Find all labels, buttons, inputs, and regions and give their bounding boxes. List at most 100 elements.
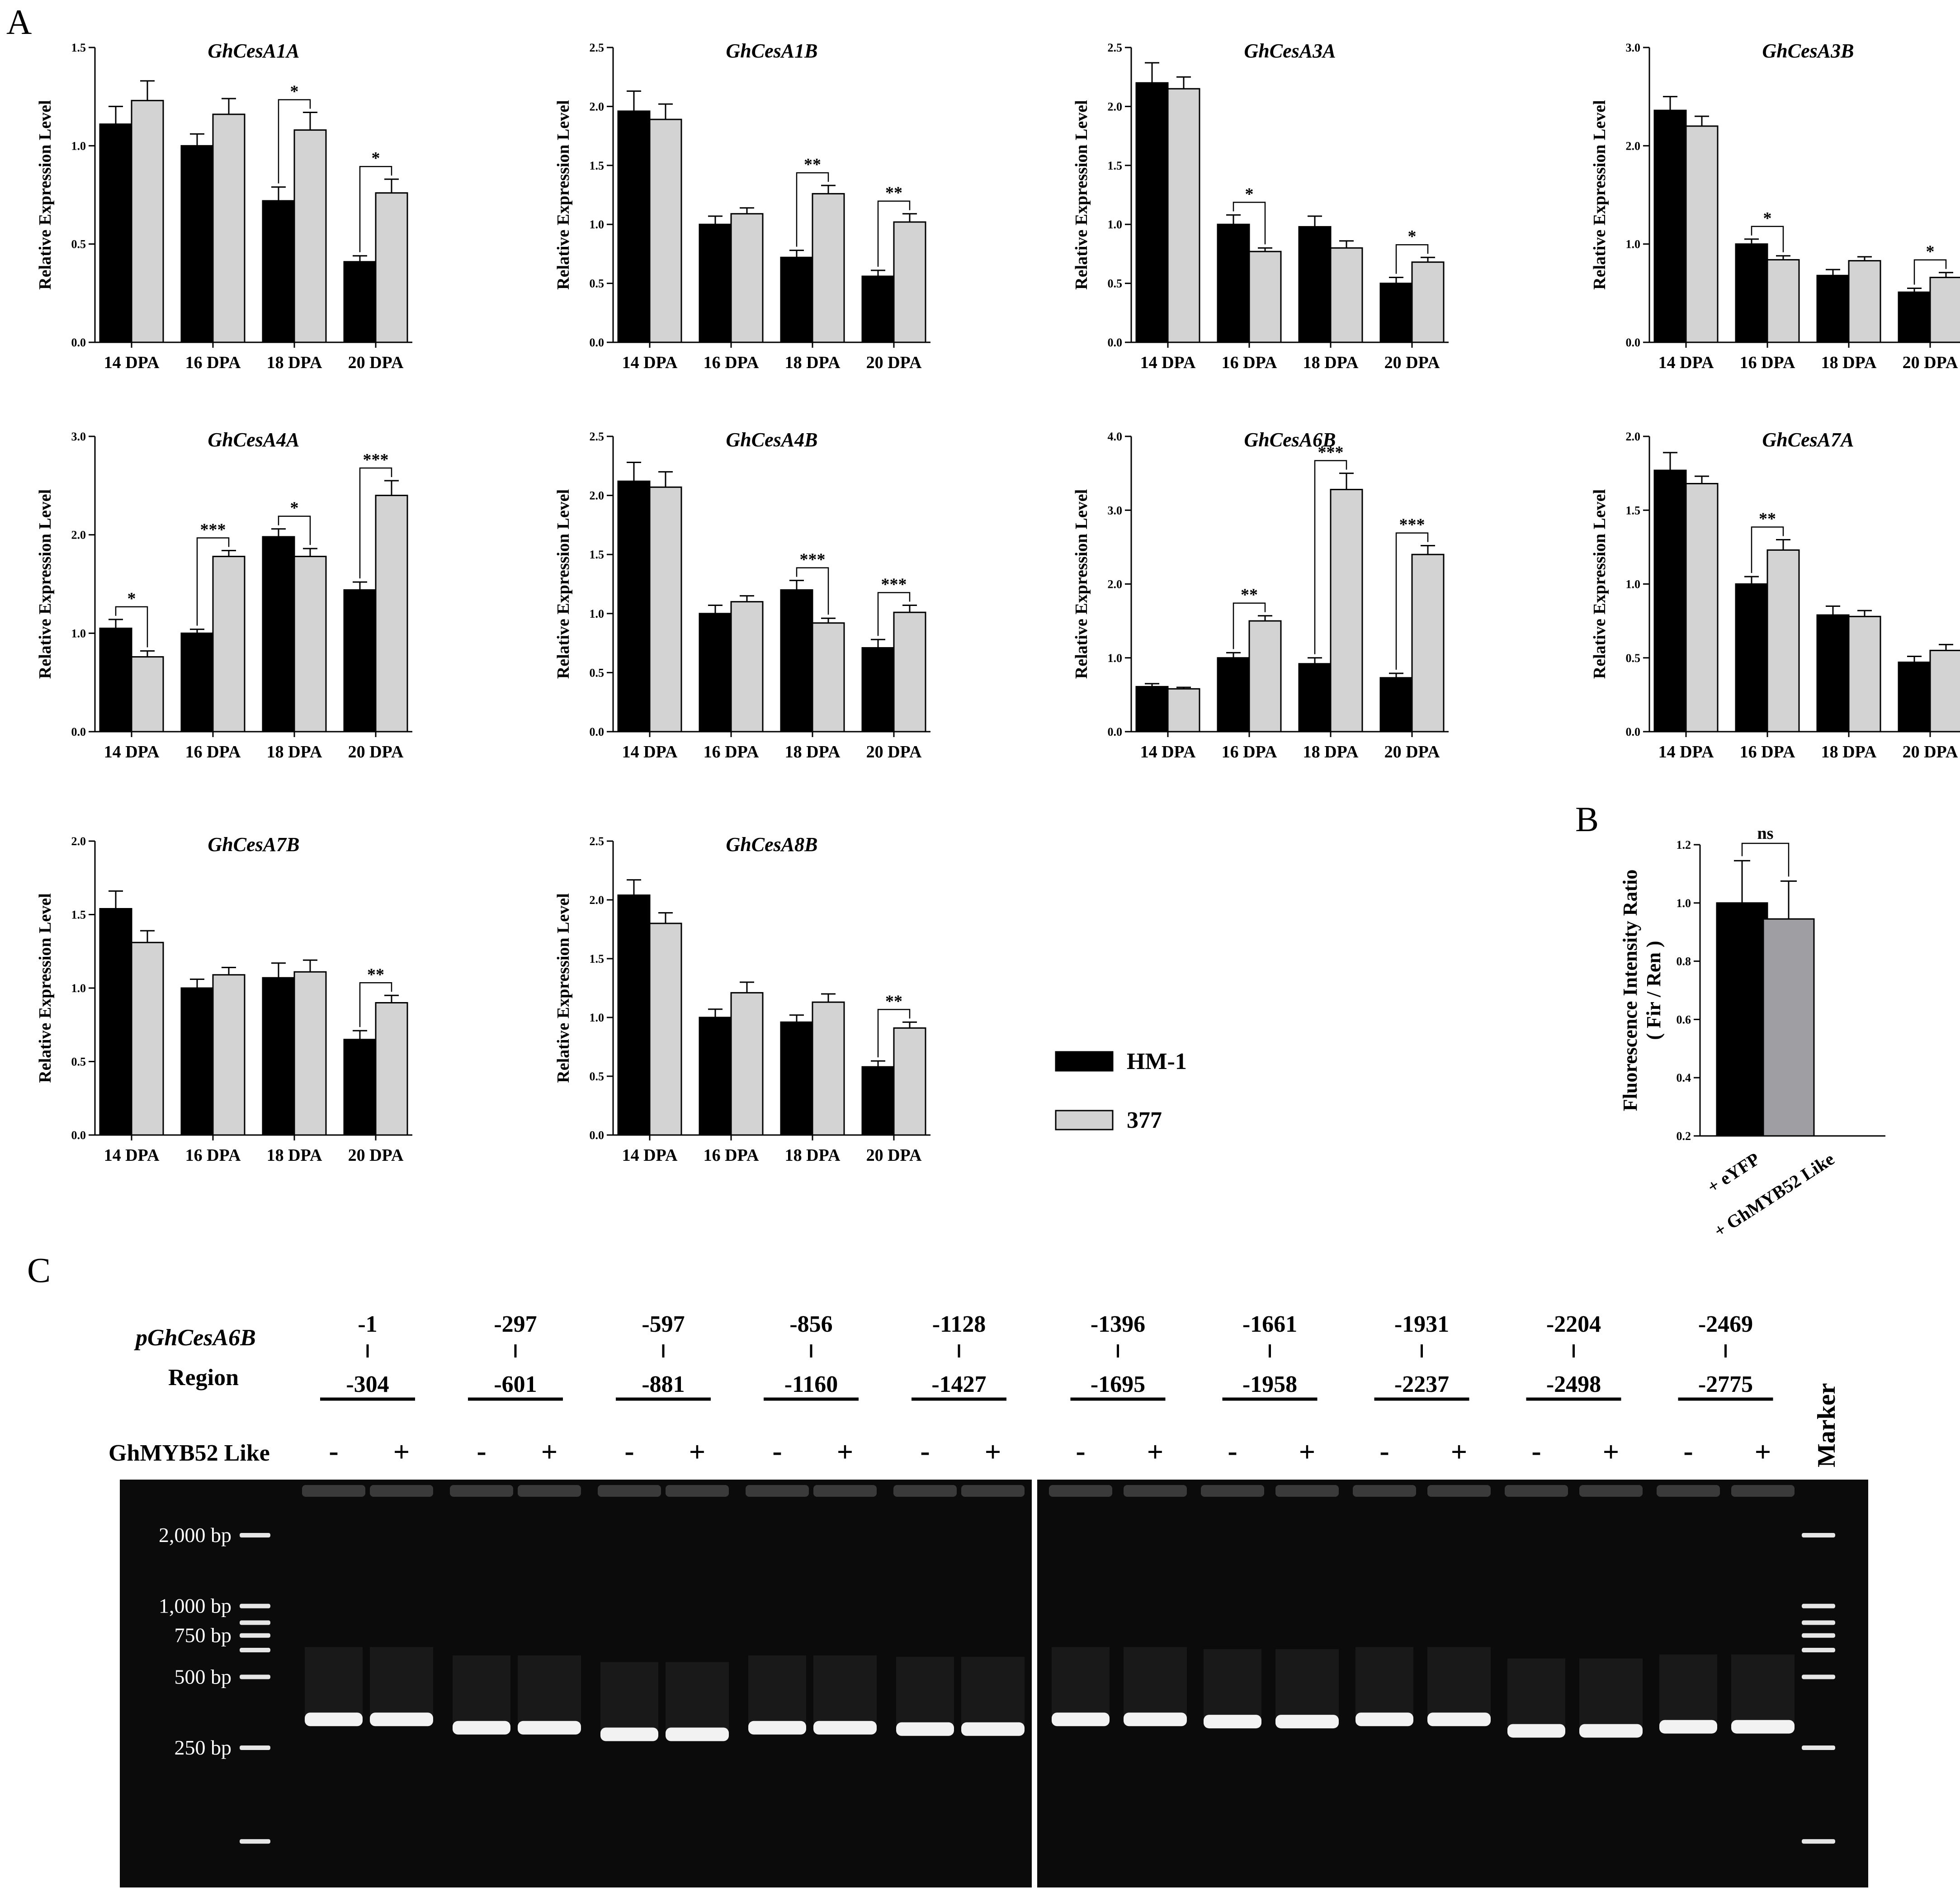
y-axis-label: Relative Expression Level: [1072, 489, 1091, 679]
gel-well: [1579, 1485, 1643, 1497]
y-axis-label: Relative Expression Level: [36, 489, 55, 679]
bar-hm1: [343, 589, 377, 733]
y-tick-label: 1.0: [590, 607, 605, 620]
region-end-label: -2775: [1698, 1372, 1753, 1397]
bar-377: [1248, 251, 1282, 343]
y-tick-label: 0.2: [1677, 1130, 1691, 1143]
bar-377: [1167, 688, 1200, 733]
ladder-band-right: [1802, 1603, 1835, 1608]
ladder-band-right: [1802, 1839, 1835, 1844]
region-end-label: -2237: [1394, 1372, 1449, 1397]
chart-ghcesa4a: GhCesA4A Relative Expression Level 0.0 1.0 2…: [36, 429, 412, 762]
bar-hm1: [1898, 662, 1931, 733]
y-tick-label: 2.0: [1626, 139, 1641, 152]
significance-label: *: [290, 82, 299, 101]
y-axis-label: Relative Expression Level: [36, 100, 55, 289]
bar-hm1: [699, 223, 732, 343]
ladder-label: 2,000 bp: [159, 1523, 231, 1547]
y-tick-label: 1.0: [1108, 652, 1123, 665]
gel-promoter-label: pGhCesA6B: [134, 1325, 256, 1351]
bar-377: [893, 611, 926, 733]
gel-factor-label: GhMYB52 Like: [109, 1440, 270, 1466]
y-tick-label: 1.5: [590, 159, 605, 172]
x-tick-label: 20 DPA: [866, 353, 922, 372]
x-tick-label: 16 DPA: [704, 353, 759, 372]
x-tick-label: 16 DPA: [185, 353, 241, 372]
x-tick-label: 20 DPA: [866, 743, 922, 762]
gel-band: [1507, 1724, 1565, 1738]
bar-hm1: [861, 275, 895, 343]
ladder-band-left: [240, 1745, 270, 1750]
plus-sign: +: [1755, 1436, 1771, 1468]
x-tick-label: 16 DPA: [1222, 353, 1277, 372]
band-smear: [518, 1655, 581, 1723]
bar-hm1: [861, 1066, 895, 1136]
y-tick-label: 2.0: [590, 894, 605, 907]
bar-377: [812, 622, 845, 733]
gel-well: [746, 1485, 809, 1497]
gel-band: [1275, 1715, 1339, 1729]
band-smear: [370, 1647, 433, 1715]
x-tick-label: 14 DPA: [104, 743, 160, 762]
gel-band: [600, 1727, 658, 1741]
significance-bracket: [1395, 244, 1429, 274]
significance-label: *: [1408, 227, 1417, 246]
region-start-label: -1931: [1394, 1311, 1449, 1337]
x-tick-label: + eYFP: [1704, 1149, 1763, 1197]
fluorescence-chart: 0.2 0.4 0.6 0.8 1.0 1.2 Fluorescence Intensity…: [1619, 824, 1885, 1241]
significance-label: ***: [1399, 516, 1425, 534]
chart-title: GhCesA6B: [1244, 429, 1336, 451]
region-end-label: -1695: [1091, 1372, 1145, 1397]
gel-band: [1355, 1712, 1413, 1726]
gel-well: [961, 1485, 1025, 1497]
y-tick-label: 0.5: [71, 238, 86, 251]
significance-bracket: [278, 516, 311, 545]
bar-377: [293, 971, 327, 1136]
gel-well: [1505, 1485, 1568, 1497]
band-smear: [1659, 1654, 1717, 1722]
gel-region-label: Region: [168, 1365, 239, 1391]
y-tick-label: 1.0: [71, 627, 86, 640]
gel-band: [1731, 1720, 1795, 1734]
x-tick-label: 16 DPA: [704, 1146, 759, 1165]
x-tick-label: 20 DPA: [348, 1146, 404, 1165]
gel-divider: [1032, 1480, 1037, 1887]
y-tick-label: 1.0: [1626, 578, 1641, 591]
significance-label: ns: [1757, 824, 1774, 843]
bar-hm1: [1735, 243, 1768, 343]
bar-377: [1766, 549, 1800, 733]
plus-sign: +: [689, 1436, 705, 1468]
y-tick-label: 1.5: [590, 548, 605, 561]
gel-well: [893, 1485, 957, 1497]
y-tick-label: 0.5: [590, 666, 605, 679]
band-smear: [1579, 1658, 1643, 1726]
minus-sign: -: [772, 1435, 782, 1467]
y-tick-label: 1.5: [71, 41, 86, 54]
significance-bracket: [1751, 226, 1784, 252]
significance-bracket: [877, 592, 911, 636]
y-tick-label: 0.0: [590, 336, 605, 349]
significance-bracket: [278, 99, 311, 184]
minus-sign: -: [1531, 1435, 1541, 1467]
significance-label: ***: [363, 450, 389, 469]
chart-title: GhCesA1B: [726, 40, 818, 62]
bar-377: [1248, 620, 1282, 733]
x-tick-label: 20 DPA: [1903, 743, 1958, 762]
band-smear: [748, 1655, 806, 1723]
significance-label: *: [290, 499, 299, 518]
y-axis-label: Relative Expression Level: [1072, 100, 1091, 289]
bar-hm1: [99, 908, 132, 1136]
bar-ghmyb52-like: [1762, 918, 1815, 1137]
gel-band: [961, 1722, 1025, 1736]
x-tick-label: 18 DPA: [1821, 353, 1877, 372]
chart-title: GhCesA3B: [1762, 40, 1854, 62]
y-tick-label: 0.5: [1108, 277, 1123, 290]
x-tick-label: 18 DPA: [1303, 743, 1359, 762]
significance-bracket: [1741, 842, 1790, 877]
band-smear: [961, 1656, 1025, 1725]
significance-bracket: [1751, 526, 1784, 573]
plus-sign: +: [1147, 1436, 1163, 1468]
region-start-label: -1: [358, 1311, 377, 1337]
gel-well: [518, 1485, 581, 1497]
y-tick-label: 1.5: [590, 952, 605, 965]
